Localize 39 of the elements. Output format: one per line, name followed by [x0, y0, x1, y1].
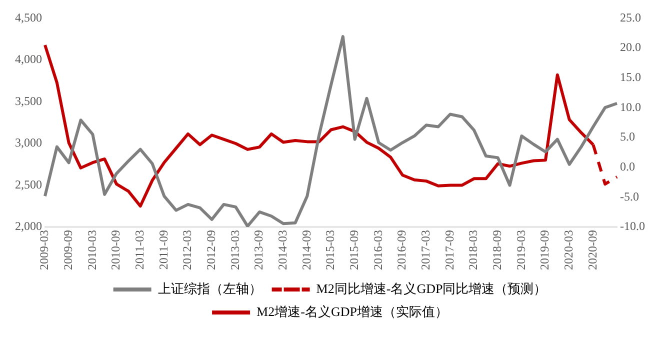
- y-tick-label: 4,500: [15, 10, 42, 24]
- x-tick-label: 2011-03: [132, 230, 146, 270]
- x-tick-label: 2013-09: [252, 230, 266, 270]
- y-tick-label: 4,000: [15, 52, 42, 66]
- y2-tick-label: 10.0: [620, 100, 642, 114]
- x-tick-label: 2019-03: [514, 230, 528, 270]
- y-tick-label: 2,500: [15, 177, 42, 192]
- x-tick-label: 2015-03: [323, 230, 338, 270]
- x-tick-label: 2012-03: [180, 230, 194, 270]
- x-tick-label: 2018-03: [466, 230, 480, 270]
- y2-tick-label: -5.0: [620, 189, 640, 204]
- x-tick-label: 2009-09: [60, 230, 75, 270]
- legend-label: 上证综指（左轴）: [158, 280, 262, 296]
- x-tick-label: 2016-03: [370, 230, 385, 270]
- y-tick-label: 3,000: [15, 136, 42, 150]
- y2-tick-label: -10.0: [620, 219, 646, 234]
- x-tick-label: 2017-09: [442, 230, 456, 270]
- x-tick-label: 2020-09: [585, 230, 600, 270]
- y-tick-label: 3,500: [15, 94, 42, 108]
- x-tick-label: 2010-03: [84, 230, 99, 270]
- y2-tick-label: 25.0: [620, 10, 642, 24]
- x-tick-label: 2014-09: [299, 230, 314, 270]
- y2-tick-label: 20.0: [620, 40, 642, 54]
- x-tick-label: 2011-09: [156, 230, 170, 270]
- x-tick-label: 2015-09: [346, 230, 361, 270]
- x-tick-label: 2010-09: [108, 230, 123, 270]
- y2-tick-label: 5.0: [620, 130, 636, 144]
- legend-label: M2增速-名义GDP增速（实际值）: [256, 304, 448, 319]
- legend-label: M2同比增速-名义GDP同比增速（预测）: [316, 280, 547, 296]
- x-tick-label: 2018-09: [490, 230, 504, 270]
- x-tick-label: 2020-03: [561, 230, 576, 270]
- y2-tick-label: 0.0: [620, 160, 636, 174]
- y2-tick-label: 15.0: [620, 70, 642, 84]
- x-tick-label: 2019-09: [538, 230, 552, 270]
- x-tick-label: 2012-09: [204, 230, 218, 270]
- x-tick-label: 2014-03: [275, 230, 290, 270]
- x-tick-label: 2013-03: [228, 230, 242, 270]
- x-tick-label: 2016-09: [394, 230, 409, 270]
- x-tick-label: 2017-03: [418, 230, 432, 270]
